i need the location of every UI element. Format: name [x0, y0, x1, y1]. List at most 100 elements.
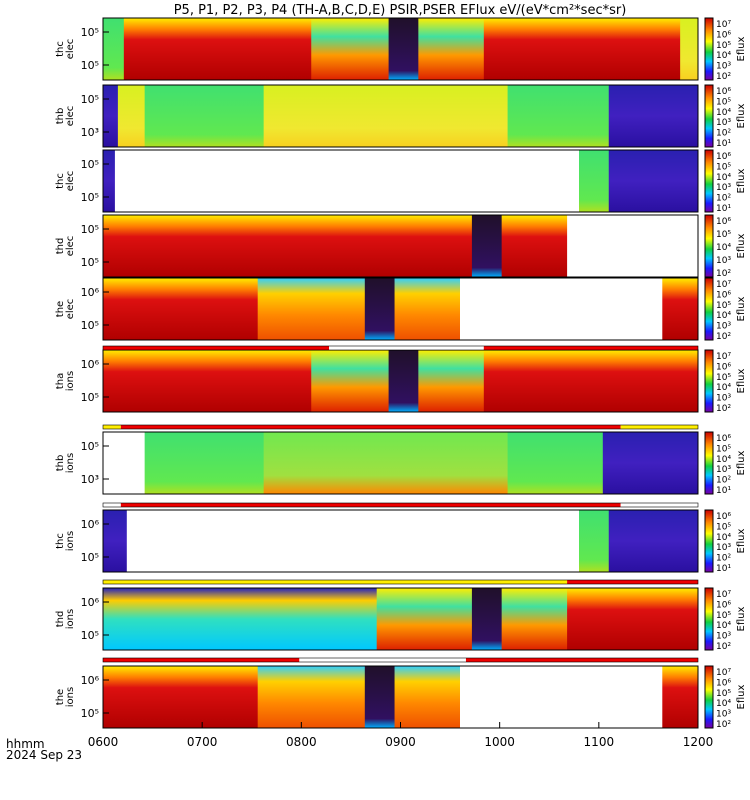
y-tick-label: 10⁵ — [81, 551, 99, 564]
spectrogram-segment — [103, 350, 312, 412]
panel-frame — [102, 149, 699, 213]
spectrogram-segment — [501, 215, 568, 277]
spectrogram-segment — [418, 18, 485, 80]
colorbar-tick-label: 10⁷ — [716, 352, 731, 362]
spectrogram-segment — [103, 510, 128, 572]
y-tick-label: 10⁵ — [81, 191, 99, 204]
spectrogram-segment — [418, 350, 485, 412]
colorbar-tick-label: 10³ — [716, 394, 731, 404]
colorbar-tick-label: 10¹ — [716, 204, 731, 214]
spectrogram-segment — [103, 215, 473, 277]
flag-segment — [103, 503, 121, 507]
colorbar-label: Eflux — [736, 103, 747, 128]
spectrogram-segment — [608, 150, 699, 212]
panel-ylabel: elec — [65, 106, 76, 127]
colorbar-tick-label: 10² — [716, 332, 731, 342]
colorbar-tick-label: 10³ — [716, 632, 731, 642]
panel-ylabel: ions — [65, 609, 76, 629]
x-tick-label: 0600 — [88, 735, 119, 749]
spectrogram-segment — [680, 18, 699, 80]
colorbar-tick-label: 10³ — [716, 710, 731, 720]
y-tick-label: 10⁶ — [81, 358, 100, 371]
colorbar-tick-label: 10² — [716, 476, 731, 486]
spectrogram-segment — [579, 150, 610, 212]
panel-ylabel: thc — [55, 173, 66, 189]
spectrogram-segment — [388, 18, 419, 80]
panel-ylabel: the — [55, 689, 66, 705]
colorbar-tick-label: 10⁶ — [716, 30, 731, 40]
spectrogram-segment — [460, 666, 663, 728]
colorbar-tick-label: 10³ — [716, 118, 731, 128]
spectrogram-segment — [567, 215, 699, 277]
colorbar — [704, 277, 714, 341]
flag-segment — [299, 658, 466, 662]
spectrogram-segment — [257, 278, 366, 340]
spectrogram-segment — [507, 85, 610, 147]
x-tick-label: 1100 — [584, 735, 615, 749]
spectrogram-segment — [103, 85, 119, 147]
colorbar-tick-label: 10⁴ — [716, 699, 731, 709]
panel-ylabel: elec — [65, 171, 76, 192]
spectrogram-segment — [394, 278, 461, 340]
panel-frame — [102, 214, 699, 278]
spectrogram-segment — [579, 510, 610, 572]
panel-ylabel: tha — [55, 373, 66, 389]
x-tick-label: 0700 — [187, 735, 218, 749]
flag-segment — [329, 346, 484, 350]
flag-segment — [465, 658, 698, 662]
colorbar-label: Eflux — [736, 528, 747, 553]
spectrogram-segment — [263, 85, 509, 147]
flag-bar — [102, 502, 699, 508]
colorbar-tick-label: 10² — [716, 269, 731, 279]
colorbar-label: Eflux — [736, 233, 747, 258]
colorbar-tick-label: 10⁵ — [716, 444, 731, 454]
y-tick-label: 10⁶ — [81, 286, 100, 299]
spectrogram-segment — [501, 588, 568, 650]
colorbar-tick-label: 10⁴ — [716, 455, 731, 465]
panel-ylabel: ions — [65, 453, 76, 473]
colorbar — [704, 17, 714, 81]
colorbar — [704, 431, 714, 495]
colorbar — [704, 665, 714, 729]
y-tick-label: 10⁵ — [81, 59, 99, 72]
flag-bar — [102, 579, 699, 585]
colorbar — [704, 214, 714, 278]
panel-ylabel: thb — [55, 455, 66, 472]
colorbar-tick-label: 10⁶ — [716, 678, 731, 688]
colorbar-tick-label: 10⁶ — [716, 600, 731, 610]
y-tick-label: 10⁵ — [81, 158, 99, 171]
colorbar-tick-label: 10⁵ — [716, 611, 731, 621]
colorbar-label: Eflux — [736, 36, 747, 61]
colorbar-tick-label: 10⁶ — [716, 87, 731, 97]
colorbar-tick-label: 10⁶ — [716, 434, 731, 444]
y-tick-label: 10⁵ — [81, 440, 99, 453]
panel-ylabel: ions — [65, 371, 76, 391]
flag-frame — [102, 424, 699, 430]
flag-frame — [102, 579, 699, 585]
colorbar-label: Eflux — [736, 606, 747, 631]
spectrogram-segment — [483, 18, 681, 80]
y-tick-label: 10⁵ — [81, 391, 99, 404]
colorbar-tick-label: 10¹ — [716, 564, 731, 574]
spectrogram-segment — [364, 278, 396, 340]
panel-frame — [102, 509, 699, 573]
spectrogram-segment — [103, 18, 125, 80]
panel-ylabel: thb — [55, 108, 66, 125]
y-tick-label: 10⁵ — [81, 223, 99, 236]
panel-frame — [102, 431, 699, 495]
colorbar-tick-label: 10¹ — [716, 139, 731, 149]
quality-flag-bars — [102, 345, 699, 663]
x-tick-label: 1000 — [484, 735, 515, 749]
figure-title: P5, P1, P2, P3, P4 (TH-A,B,C,D,E) PSIR,P… — [174, 3, 627, 18]
spectrogram-segment — [460, 278, 663, 340]
spectrogram-segment — [567, 588, 699, 650]
spectrogram-segment — [608, 85, 699, 147]
spectrogram-segment — [483, 350, 699, 412]
colorbar-tick-label: 10⁵ — [716, 230, 731, 240]
colorbar-tick-label: 10⁵ — [716, 373, 731, 383]
colorbar-label: Eflux — [736, 168, 747, 193]
colorbar-tick-label: 10³ — [716, 543, 731, 553]
